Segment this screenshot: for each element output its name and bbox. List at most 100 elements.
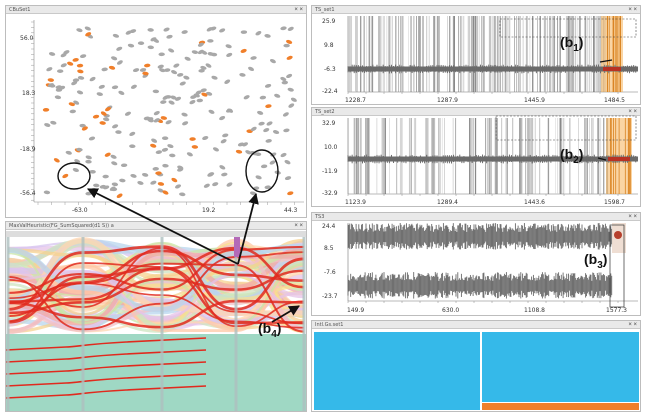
ts3-panel-title: TS3: [315, 214, 325, 220]
scatter-point: [67, 61, 74, 66]
y-tick-label: -56.4: [20, 190, 36, 197]
scatter-plot[interactable]: [6, 6, 307, 218]
timeseries-panel-2[interactable]: TS_set2 × × 32.9 10.0 -11.9 -32.9 1123.9…: [311, 107, 641, 207]
scatter-point: [281, 80, 288, 85]
parallel-sets-panel[interactable]: MaxValHeuristic(FG_SumSquared(d1 S)) a ×…: [5, 221, 307, 412]
scatter-point: [250, 126, 257, 132]
scatter-point: [132, 68, 140, 73]
close-icon[interactable]: × ×: [294, 223, 303, 229]
scatter-point: [269, 160, 276, 165]
scatter-point: [155, 150, 163, 154]
scatter-point: [272, 130, 280, 134]
x-tick-label: 1484.5: [604, 97, 625, 104]
annotation-b2: (b2): [560, 146, 584, 166]
annotation-b3: (b3): [584, 251, 608, 271]
highlighted-ribbon: [6, 349, 207, 363]
scatter-point: [60, 53, 67, 58]
timeseries-panel-1[interactable]: TS_set1 × × 25.9 9.8 -6.3 -22.4 1228.7 1…: [311, 5, 641, 105]
close-icon[interactable]: × ×: [628, 322, 637, 328]
scatter-point: [50, 120, 57, 125]
scatter-point: [200, 88, 207, 93]
scatter-point: [225, 44, 232, 49]
scatter-point: [103, 117, 110, 122]
scatter-point: [205, 63, 212, 68]
scatter-point: [157, 64, 164, 69]
scatter-point: [147, 45, 154, 50]
scatter-point: [290, 97, 297, 102]
scatter-point: [105, 106, 111, 112]
scatter-point: [207, 172, 214, 177]
scatter-point: [108, 65, 116, 70]
scatter-point: [101, 67, 108, 72]
parallel-panel-title: MaxValHeuristic(FG_SumSquared(d1 S)) a: [9, 223, 114, 229]
scatter-point: [280, 76, 287, 82]
scatter-point: [102, 174, 109, 179]
scatter-point: [170, 95, 177, 100]
scatter-point: [120, 163, 128, 168]
scatter-point: [85, 32, 92, 37]
scatter-point: [219, 165, 226, 170]
scatter-point: [143, 116, 151, 121]
ts3-panel-header: TS3 × ×: [312, 213, 640, 221]
x-tick-label: 19.2: [202, 207, 216, 214]
y-tick-label: -7.6: [324, 269, 336, 276]
scatter-point: [171, 70, 178, 75]
blue-block-right[interactable]: [482, 332, 639, 402]
timeseries-panel-3[interactable]: TS3 × × 24.4 8.5 -7.6 -23.7 149.9 630.0 …: [311, 212, 641, 316]
timeseries-plot-3[interactable]: [312, 213, 641, 316]
scatter-point: [164, 68, 171, 72]
annotation-b4: (b4): [258, 320, 282, 340]
close-icon[interactable]: × ×: [628, 7, 637, 13]
scatter-point: [226, 182, 233, 187]
y-tick-label: 9.8: [324, 42, 334, 49]
scatter-point: [139, 68, 147, 72]
selection-box: [609, 224, 625, 308]
close-icon[interactable]: × ×: [628, 109, 637, 115]
scatter-point: [124, 111, 131, 116]
scatter-point: [85, 159, 92, 164]
scatter-point: [127, 43, 135, 48]
scatter-point: [147, 28, 154, 32]
scatter-point: [42, 108, 50, 112]
scatter-point: [288, 103, 295, 108]
timeseries-plot-1[interactable]: [312, 6, 641, 105]
scatter-point: [160, 116, 168, 120]
scatter-point: [76, 28, 83, 33]
scatter-point: [284, 160, 291, 165]
scatter-point: [280, 26, 287, 31]
scatter-point: [250, 56, 257, 60]
close-icon[interactable]: × ×: [294, 7, 303, 13]
scatter-point: [280, 152, 287, 158]
parallel-axis: [302, 237, 306, 411]
scatter-point: [65, 150, 72, 155]
scatter-point: [116, 60, 123, 65]
scatter-point: [119, 178, 126, 183]
highlighted-ribbon: [6, 373, 207, 387]
scatter-point: [129, 131, 136, 137]
close-icon[interactable]: × ×: [628, 214, 637, 220]
scatter-point: [92, 114, 100, 119]
scatter-point: [197, 49, 204, 55]
y-tick-label: -32.9: [322, 190, 338, 197]
highlight-point: [614, 231, 622, 239]
ts2-panel-header: TS_set2 × ×: [312, 108, 640, 116]
timeseries-plot-2[interactable]: [312, 108, 641, 207]
scatter-plot-panel[interactable]: CBuSet1 × × 56.0 18.3 -18.9 -56.4 -63.0 …: [5, 5, 307, 218]
scatter-point: [84, 26, 91, 31]
scatter-point: [207, 39, 214, 43]
scatter-panel-title: CBuSet1: [9, 7, 31, 13]
scatter-point: [260, 164, 268, 169]
parallel-axis: [81, 237, 85, 411]
axis-category: [234, 237, 240, 257]
scatter-point: [89, 76, 96, 82]
parallel-sets-plot[interactable]: [6, 222, 307, 412]
scatter-point: [257, 110, 264, 115]
scatter-point: [76, 147, 83, 152]
bottom-right-panel[interactable]: Intl.Gs.set1 × ×: [311, 320, 641, 412]
blue-block-left[interactable]: [314, 332, 480, 410]
scatter-point: [274, 170, 281, 175]
scatter-point: [160, 100, 167, 104]
scatter-point: [191, 50, 199, 54]
scatter-point: [259, 95, 267, 100]
annotation-b1: (b1): [560, 34, 584, 54]
